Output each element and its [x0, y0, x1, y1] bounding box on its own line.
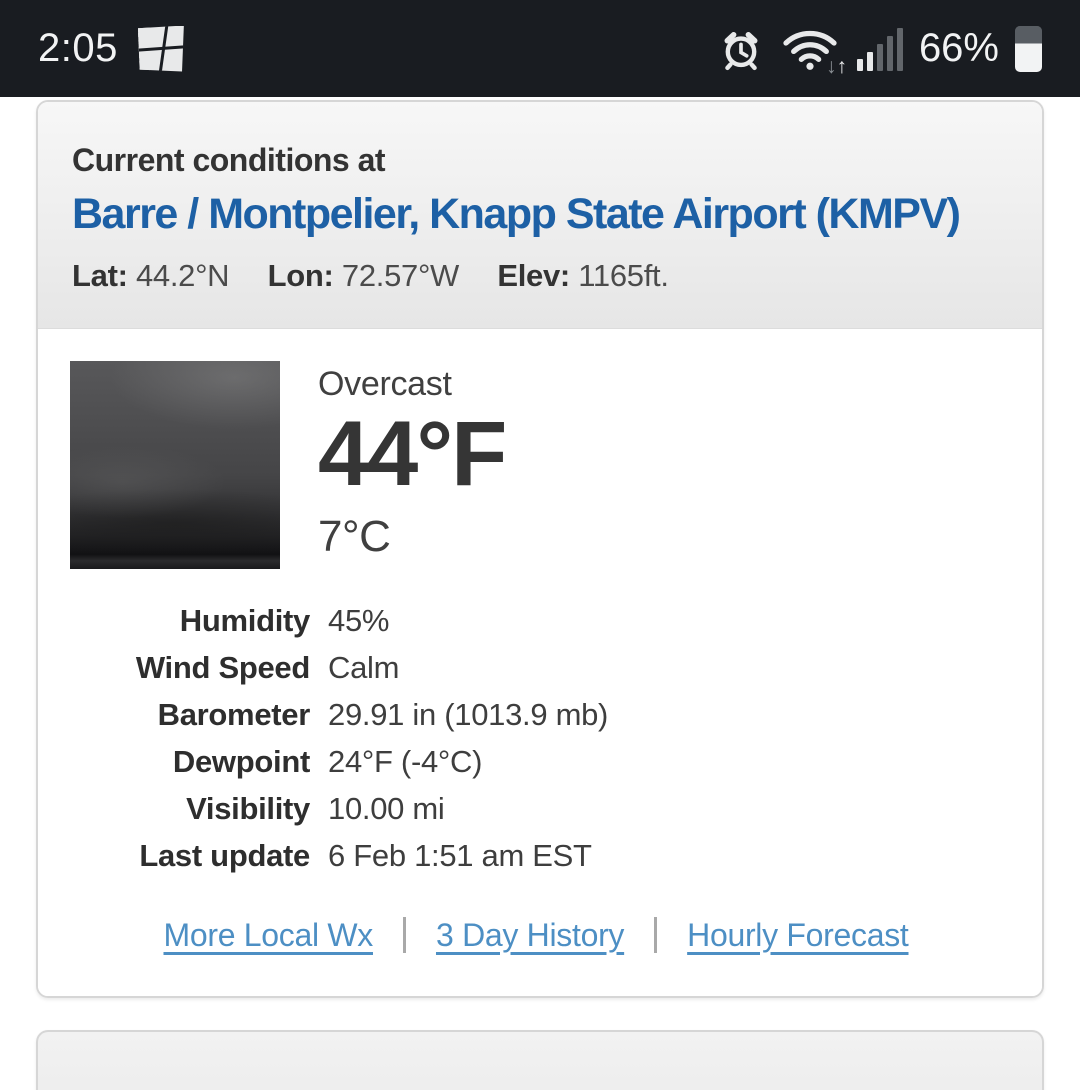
conditions-detail-table: Humidity 45% Wind Speed Calm Barometer 2… — [70, 603, 1002, 885]
detail-label: Humidity — [179, 602, 311, 638]
hourly-forecast-link[interactable]: Hourly Forecast — [687, 916, 909, 953]
battery-icon — [1015, 25, 1042, 72]
lat-label: Lat: — [72, 257, 128, 293]
detail-label: Barometer — [157, 696, 311, 732]
elev-label: Elev: — [497, 257, 570, 293]
current-conditions-label: Current conditions at — [72, 142, 386, 178]
clock-time: 2:05 — [38, 26, 118, 70]
table-row: Last update 6 Feb 1:51 am EST — [70, 838, 1002, 885]
elev-value: 1165ft. — [578, 257, 669, 293]
station-coordinates: Lat: 44.2°N Lon: 72.57°W Elev: 1165ft. — [72, 258, 1002, 294]
wifi-icon: ↓↑ — [779, 25, 847, 77]
temperature-fahrenheit: 44°F — [318, 402, 507, 505]
current-conditions-card: Current conditions at Barre / Montpelier… — [36, 100, 1044, 998]
table-row: Visibility 10.00 mi — [70, 791, 1002, 838]
condition-text: Overcast — [318, 364, 452, 403]
wifi-updown-arrows: ↓↑ — [825, 54, 847, 78]
table-row: Wind Speed Calm — [70, 650, 1002, 697]
detail-value: 6 Feb 1:51 am EST — [328, 837, 592, 873]
station-header: Current conditions at Barre / Montpelier… — [38, 102, 1042, 329]
detail-value: Calm — [328, 649, 400, 685]
table-row: Dewpoint 24°F (-4°C) — [70, 744, 1002, 791]
link-separator — [654, 917, 658, 954]
status-bar: 2:05 ↓↑ 66% — [0, 0, 1080, 97]
detail-value: 45% — [328, 602, 390, 638]
detail-value: 10.00 mi — [328, 790, 445, 826]
alarm-clock-icon — [724, 31, 758, 70]
overcast-sky-photo — [70, 360, 280, 569]
quick-links: More Local Wx 3 Day History Hourly Forec… — [70, 917, 1002, 954]
conditions-body: Overcast 44°F 7°C Humidity 45% Wind Spee… — [38, 328, 1042, 996]
detail-value: 24°F (-4°C) — [328, 743, 483, 779]
detail-label: Wind Speed — [135, 649, 310, 685]
detail-label: Last update — [139, 837, 310, 873]
app-notification-icon — [137, 25, 184, 72]
table-row: Humidity 45% — [70, 603, 1002, 650]
detail-label: Dewpoint — [172, 743, 310, 779]
lat-value: 44.2°N — [135, 257, 230, 293]
three-day-history-link[interactable]: 3 Day History — [435, 916, 625, 953]
temperature-celsius: 7°C — [318, 511, 391, 561]
cellular-signal-icon — [856, 27, 903, 71]
lon-value: 72.57°W — [341, 257, 460, 293]
battery-percent: 66% — [918, 26, 999, 70]
lon-label: Lon: — [267, 257, 334, 293]
detail-value: 29.91 in (1013.9 mb) — [328, 696, 609, 732]
more-local-wx-link[interactable]: More Local Wx — [163, 916, 373, 953]
detail-label: Visibility — [186, 790, 310, 826]
link-separator — [402, 917, 406, 954]
table-row: Barometer 29.91 in (1013.9 mb) — [70, 697, 1002, 744]
page-content: Current conditions at Barre / Montpelier… — [0, 97, 1080, 1090]
next-section-card — [36, 1029, 1044, 1090]
station-name: Barre / Montpelier, Knapp State Airport … — [72, 190, 961, 238]
